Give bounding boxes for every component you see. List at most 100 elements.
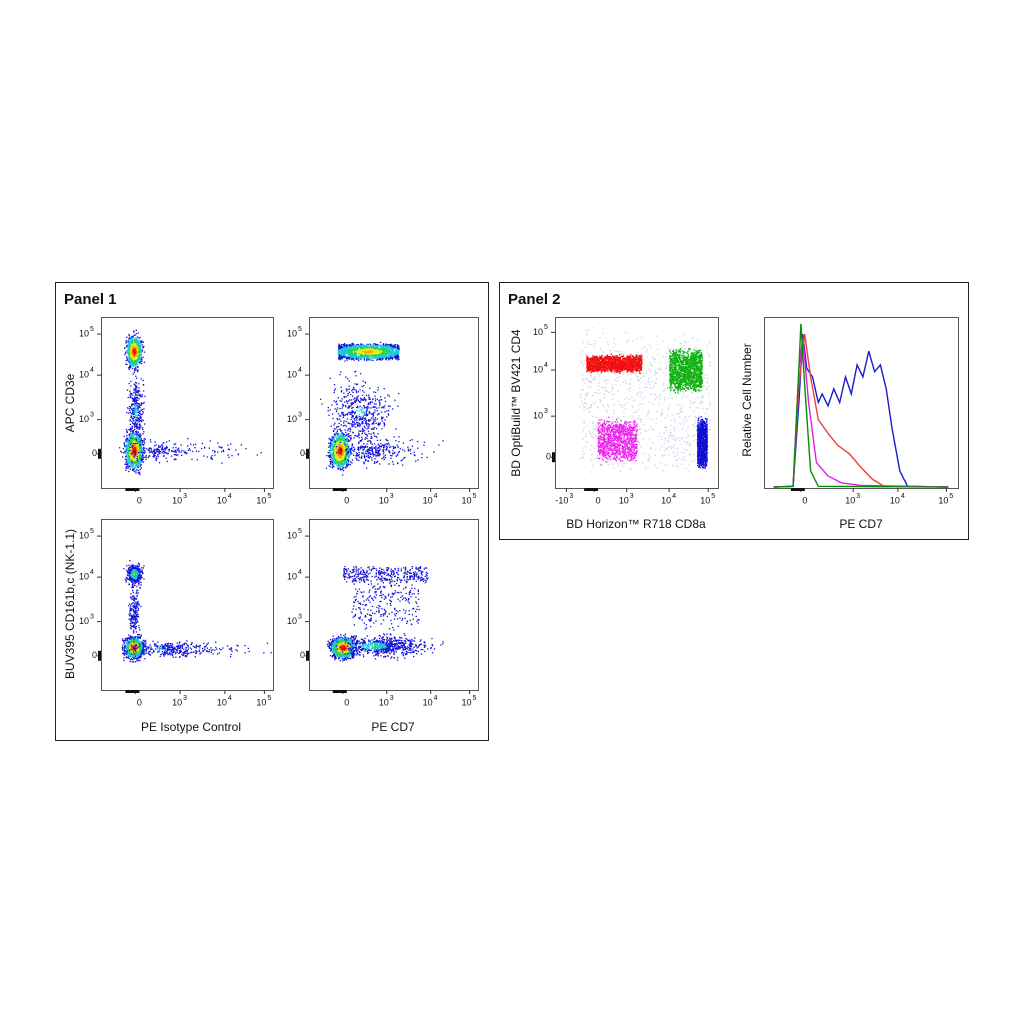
event-dot — [395, 348, 396, 349]
event-dot — [341, 344, 342, 345]
event-dot — [343, 350, 344, 351]
event-dot — [134, 457, 135, 458]
event-dot — [139, 443, 140, 444]
event-dot — [346, 346, 347, 347]
event-dot — [395, 356, 396, 357]
event-dot — [135, 360, 136, 361]
event-dot — [133, 392, 134, 393]
event-dot — [134, 413, 135, 414]
event-dot — [136, 441, 137, 442]
event-dot — [197, 459, 198, 460]
event-dot — [168, 449, 169, 450]
event-dot — [354, 356, 355, 357]
event-dot — [140, 469, 141, 470]
event-dot — [388, 350, 389, 351]
event-dot — [143, 420, 144, 421]
event-dot — [136, 430, 137, 431]
event-dot — [388, 359, 389, 360]
event-dot — [138, 417, 139, 418]
event-dot — [338, 446, 339, 447]
event-dot — [127, 345, 128, 346]
event-dot — [129, 365, 130, 366]
event-dot — [131, 408, 132, 409]
event-dot — [352, 459, 353, 460]
event-dot — [360, 354, 361, 355]
event-dot — [228, 449, 229, 450]
event-dot — [377, 352, 378, 353]
event-dot — [396, 351, 397, 352]
event-dot — [384, 347, 385, 348]
event-dot — [132, 354, 133, 355]
event-dot — [139, 436, 140, 437]
event-dot — [346, 465, 347, 466]
event-dot — [142, 429, 143, 430]
event-dot — [341, 354, 342, 355]
y-axis-label: BUV395 CD161b,c (NK-1.1) — [63, 529, 77, 679]
event-dot — [383, 351, 384, 352]
event-dot — [383, 343, 384, 344]
event-dot — [148, 457, 149, 458]
event-dot — [349, 344, 350, 345]
event-dot — [187, 438, 188, 439]
event-dot — [133, 345, 134, 346]
event-dot — [133, 347, 134, 348]
event-dot — [139, 441, 140, 442]
event-dot — [136, 364, 137, 365]
event-dot — [134, 451, 135, 452]
event-dot — [231, 455, 232, 456]
event-dot — [139, 412, 140, 413]
event-dot — [333, 456, 334, 457]
event-dot — [180, 452, 181, 453]
event-dot — [376, 347, 377, 348]
event-dot — [391, 352, 392, 353]
event-dot — [381, 360, 382, 361]
event-dot — [347, 455, 348, 456]
event-dot — [138, 421, 139, 422]
event-dot — [384, 355, 385, 356]
event-dot — [380, 345, 381, 346]
event-dot — [130, 468, 131, 469]
event-dot — [127, 346, 128, 347]
event-dot — [181, 455, 182, 456]
event-dot — [129, 406, 130, 407]
event-dot — [159, 462, 160, 463]
event-dot — [137, 462, 138, 463]
event-dot — [131, 438, 132, 439]
event-dot — [140, 436, 141, 437]
event-dot — [139, 345, 140, 346]
event-dot — [167, 447, 168, 448]
event-dot — [138, 369, 139, 370]
event-dot — [138, 410, 139, 411]
event-dot — [217, 442, 218, 443]
event-dot — [129, 348, 130, 349]
event-dot — [336, 433, 337, 434]
event-dot — [127, 438, 128, 439]
event-dot — [135, 353, 136, 354]
event-dot — [126, 435, 127, 436]
event-dot — [129, 335, 130, 336]
event-dot — [133, 339, 134, 340]
event-dot — [125, 446, 126, 447]
event-dot — [339, 355, 340, 356]
event-dot — [144, 423, 145, 424]
event-dot — [135, 394, 136, 395]
event-dot — [398, 356, 399, 357]
event-dot — [343, 467, 344, 468]
event-dot — [130, 452, 131, 453]
event-dot — [350, 452, 351, 453]
event-dot — [339, 346, 340, 347]
event-dot — [132, 447, 133, 448]
event-dot — [132, 365, 133, 366]
event-dot — [134, 364, 135, 365]
event-dot — [384, 353, 385, 354]
event-dot — [150, 439, 151, 440]
event-dot — [381, 346, 382, 347]
event-dot — [370, 350, 371, 351]
event-dot — [128, 343, 129, 344]
event-dot — [127, 447, 128, 448]
event-dot — [134, 363, 135, 364]
event-dot — [132, 368, 133, 369]
event-dot — [156, 460, 157, 461]
event-dot — [139, 429, 140, 430]
tick-label: 10 — [172, 495, 182, 505]
